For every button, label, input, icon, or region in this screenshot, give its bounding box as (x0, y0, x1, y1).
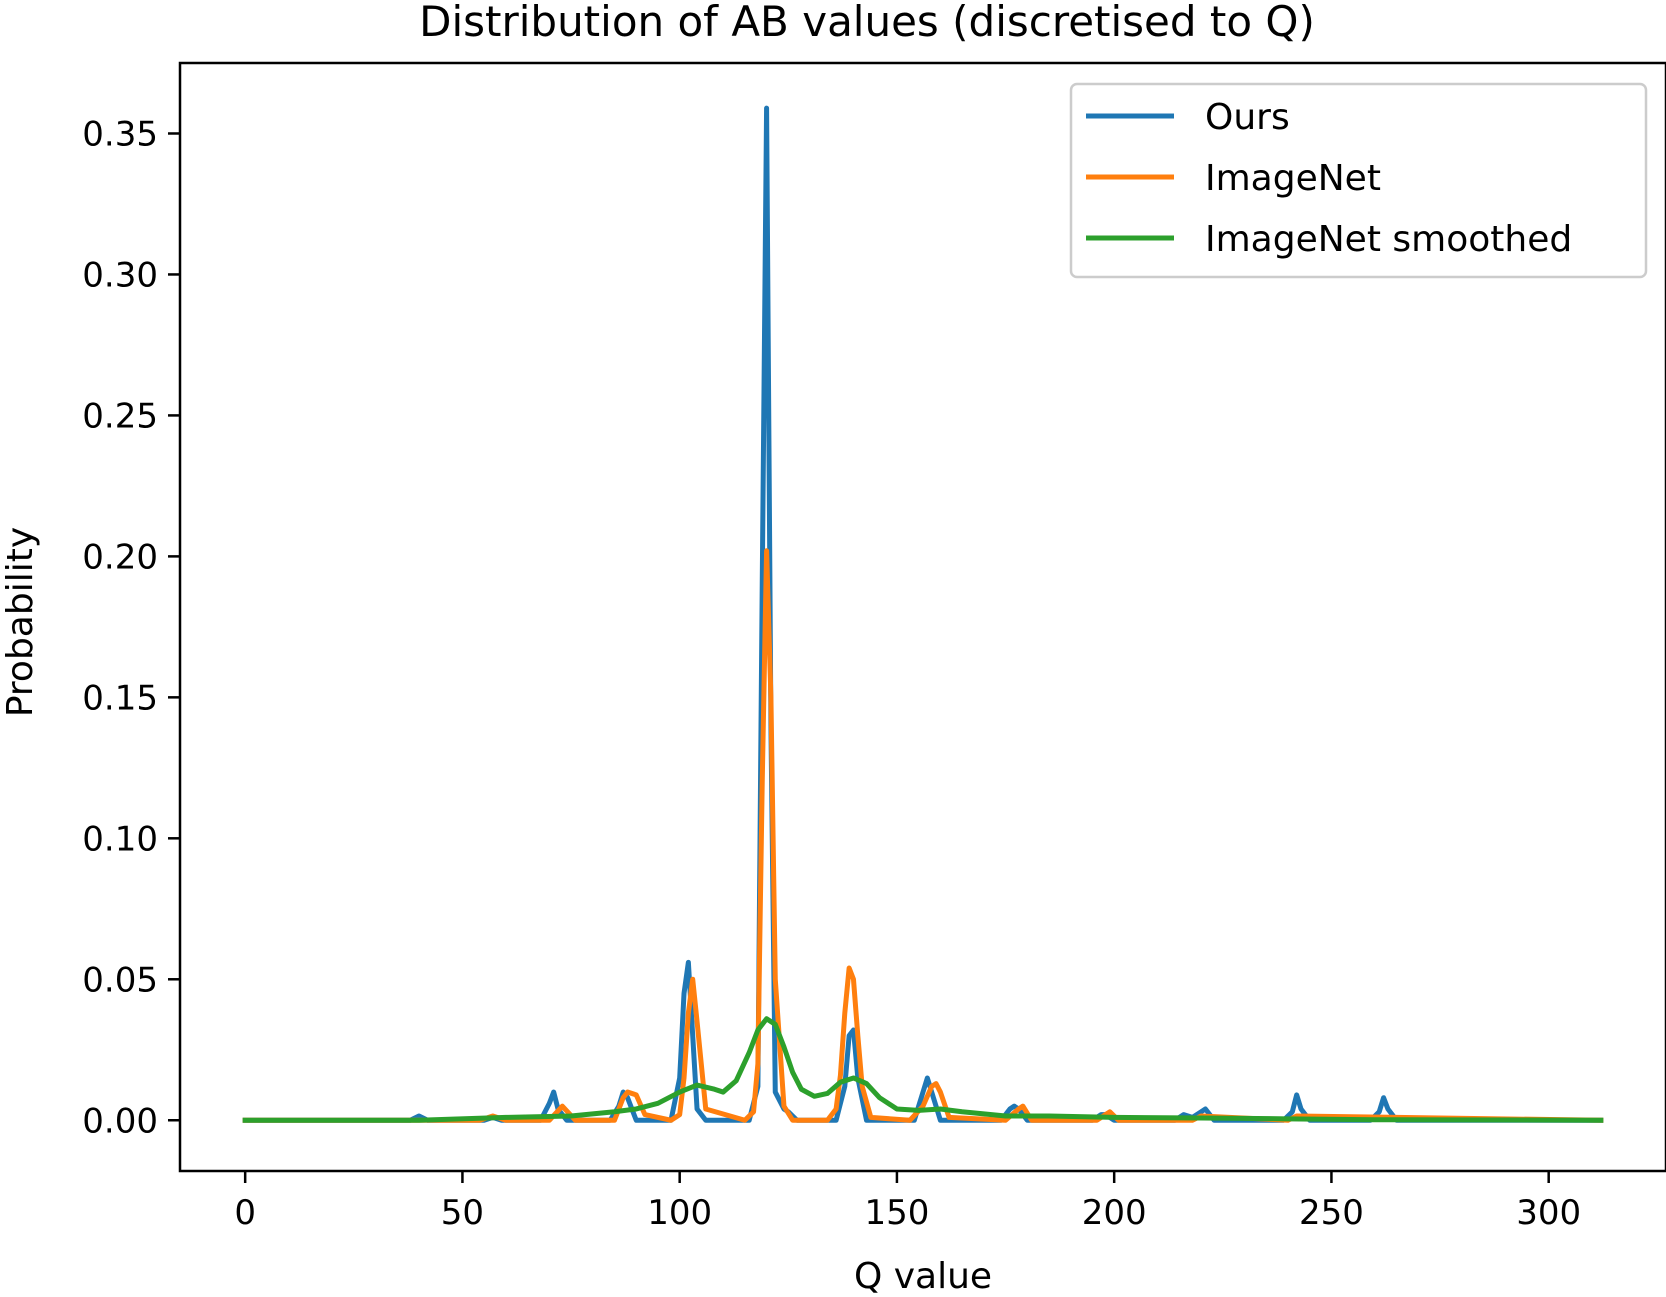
y-tick-label: 0.25 (82, 396, 158, 436)
y-tick-label: 0.30 (82, 255, 158, 295)
x-axis-label: Q value (854, 1256, 992, 1297)
y-tick-label: 0.00 (82, 1101, 158, 1141)
y-tick-label: 0.20 (82, 537, 158, 577)
chart-title: Distribution of AB values (discretised t… (419, 0, 1315, 46)
y-axis-ticks: 0.00 0.05 0.10 0.15 0.20 0.25 0.30 0.35 (82, 114, 180, 1141)
y-tick-label: 0.35 (82, 114, 158, 154)
legend-label-ours: Ours (1205, 97, 1290, 138)
x-tick-label: 150 (864, 1193, 929, 1233)
x-axis-ticks: 0 50 100 150 200 250 300 (234, 1171, 1581, 1233)
x-tick-label: 100 (647, 1193, 712, 1233)
series-group (242, 105, 1604, 1123)
legend-box (1069, 82, 1648, 279)
y-tick-label: 0.10 (82, 819, 158, 859)
x-tick-label: 300 (1516, 1193, 1581, 1233)
x-tick-label: 50 (441, 1193, 484, 1233)
plot-area-frame (178, 61, 1666, 1173)
x-tick-label: 250 (1299, 1193, 1364, 1233)
y-tick-label: 0.15 (82, 678, 158, 718)
series-line-imagenet-smoothed (242, 1016, 1604, 1123)
legend: Ours ImageNet ImageNet smoothed (1069, 82, 1648, 279)
y-axis-label: Probability (0, 527, 41, 717)
legend-label-imagenet-smoothed: ImageNet smoothed (1205, 219, 1572, 260)
y-tick-label: 0.05 (82, 960, 158, 1000)
x-tick-label: 0 (234, 1193, 256, 1233)
legend-label-imagenet: ImageNet (1205, 158, 1381, 199)
x-tick-label: 200 (1082, 1193, 1147, 1233)
series-line-imagenet (242, 548, 1604, 1123)
